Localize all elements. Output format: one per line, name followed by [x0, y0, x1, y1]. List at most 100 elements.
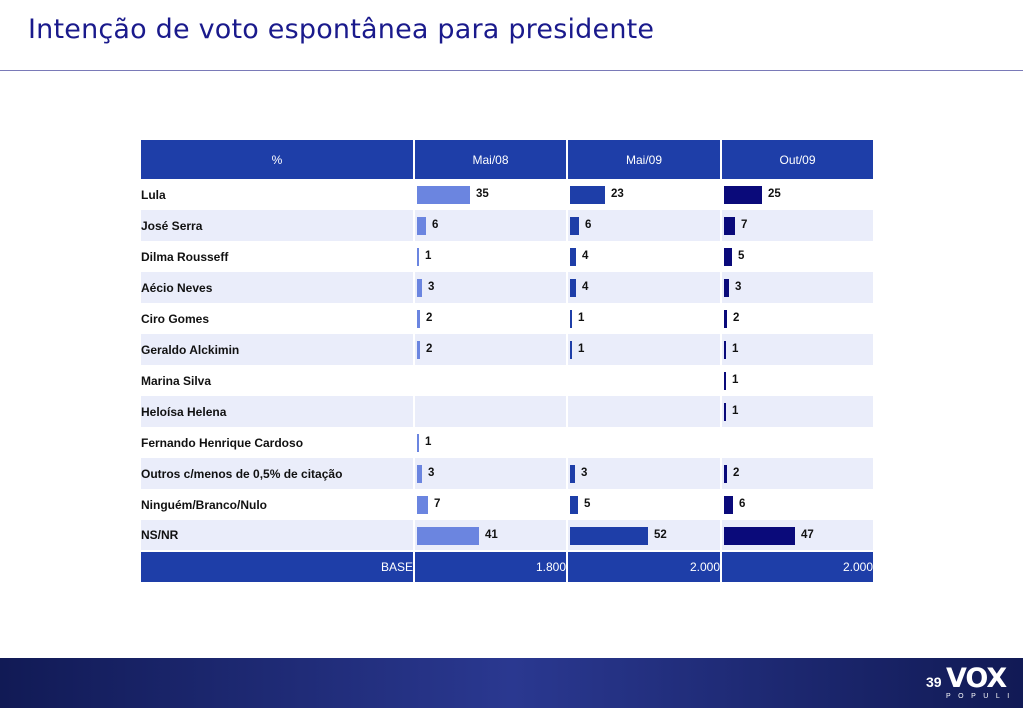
- value-cell: 2: [414, 303, 568, 334]
- category-label: Geraldo Alckimin: [141, 334, 415, 365]
- bar: [417, 527, 479, 545]
- value-cell: 1: [414, 427, 568, 458]
- category-label: Outros c/menos de 0,5% de citação: [141, 458, 415, 489]
- table-row: NS/NR 41 52 47: [141, 520, 873, 551]
- value-cell: 6: [721, 489, 873, 520]
- value-cell: 4: [567, 241, 722, 272]
- bar: [724, 496, 733, 514]
- data-label: 1: [732, 374, 739, 386]
- bar: [570, 217, 579, 235]
- base-label: BASE: [141, 550, 415, 582]
- data-label: 2: [733, 312, 740, 324]
- title-divider: [0, 70, 1023, 71]
- value-cell: 23: [567, 179, 722, 210]
- bar: [417, 310, 420, 328]
- value-cell: 2: [721, 303, 873, 334]
- bar: [724, 341, 726, 359]
- data-label: 2: [426, 343, 433, 355]
- table-row: Fernando Henrique Cardoso 1: [141, 427, 873, 458]
- unit-header: %: [141, 140, 415, 179]
- value-cell: 1: [721, 334, 873, 365]
- value-cell: 5: [721, 241, 873, 272]
- value-cell: 1: [721, 396, 873, 427]
- value-cell: 5: [567, 489, 722, 520]
- value-cell: 1: [721, 365, 873, 396]
- bar: [417, 465, 422, 483]
- data-label: 5: [738, 250, 745, 262]
- data-label: 1: [578, 343, 585, 355]
- value-cell: 52: [567, 520, 722, 551]
- table-row: Outros c/menos de 0,5% de citação 3 3 2: [141, 458, 873, 489]
- data-label: 3: [581, 467, 588, 479]
- bar: [570, 310, 572, 328]
- value-cell: 7: [721, 210, 873, 241]
- category-label: José Serra: [141, 210, 415, 241]
- bar: [724, 279, 729, 297]
- series-header-mai08: Mai/08: [414, 140, 568, 179]
- data-label: 6: [432, 219, 439, 231]
- data-label: 47: [801, 529, 814, 541]
- data-label: 41: [485, 529, 498, 541]
- value-cell: 3: [414, 458, 568, 489]
- bar: [724, 372, 726, 390]
- page-title: Intenção de voto espontânea para preside…: [28, 14, 655, 45]
- bar: [724, 465, 727, 483]
- table-row: José Serra 6 6 7: [141, 210, 873, 241]
- table-row: Lula 35 23 25: [141, 179, 873, 210]
- vote-intention-table: % Mai/08 Mai/09 Out/09 Lula 35 23 25 José Se…: [141, 140, 873, 582]
- category-label: Ciro Gomes: [141, 303, 415, 334]
- bar: [570, 527, 648, 545]
- value-cell: 2: [414, 334, 568, 365]
- page-number: 39: [926, 674, 942, 690]
- table-row: Ciro Gomes 2 1 2: [141, 303, 873, 334]
- value-cell: 41: [414, 520, 568, 551]
- logo-word: VOX: [946, 663, 1007, 694]
- value-cell: [567, 427, 722, 458]
- bar: [417, 279, 422, 297]
- value-cell: 25: [721, 179, 873, 210]
- table-row: Aécio Neves 3 4 3: [141, 272, 873, 303]
- bar: [724, 248, 732, 266]
- bar: [570, 186, 605, 204]
- data-label: 6: [739, 498, 746, 510]
- bar: [724, 186, 762, 204]
- bar: [570, 465, 575, 483]
- data-label: 7: [434, 498, 441, 510]
- value-cell: 47: [721, 520, 873, 551]
- base-value-mai09: 2.000: [567, 550, 722, 582]
- bar: [724, 310, 727, 328]
- value-cell: 3: [414, 272, 568, 303]
- data-label: 4: [582, 281, 589, 293]
- category-label: NS/NR: [141, 520, 415, 551]
- data-label: 1: [425, 250, 432, 262]
- bar: [724, 527, 795, 545]
- series-header-mai09: Mai/09: [567, 140, 722, 179]
- bar: [417, 496, 428, 514]
- value-cell: [567, 396, 722, 427]
- bar: [570, 496, 578, 514]
- data-label: 1: [425, 436, 432, 448]
- value-cell: 3: [721, 272, 873, 303]
- data-label: 3: [428, 281, 435, 293]
- value-cell: 3: [567, 458, 722, 489]
- data-label: 3: [428, 467, 435, 479]
- value-cell: 7: [414, 489, 568, 520]
- bar: [570, 279, 576, 297]
- table-row: Marina Silva 1: [141, 365, 873, 396]
- bar: [570, 341, 572, 359]
- category-label: Fernando Henrique Cardoso: [141, 427, 415, 458]
- table-row: Dilma Rousseff 1 4 5: [141, 241, 873, 272]
- data-label: 52: [654, 529, 667, 541]
- data-label: 6: [585, 219, 592, 231]
- value-cell: [721, 427, 873, 458]
- value-cell: 2: [721, 458, 873, 489]
- value-cell: 1: [567, 334, 722, 365]
- data-label: 1: [732, 405, 739, 417]
- value-cell: 35: [414, 179, 568, 210]
- data-label: 2: [426, 312, 433, 324]
- data-label: 1: [578, 312, 585, 324]
- bar: [417, 248, 419, 266]
- series-header-out09: Out/09: [721, 140, 873, 179]
- data-label: 3: [735, 281, 742, 293]
- bar: [570, 248, 576, 266]
